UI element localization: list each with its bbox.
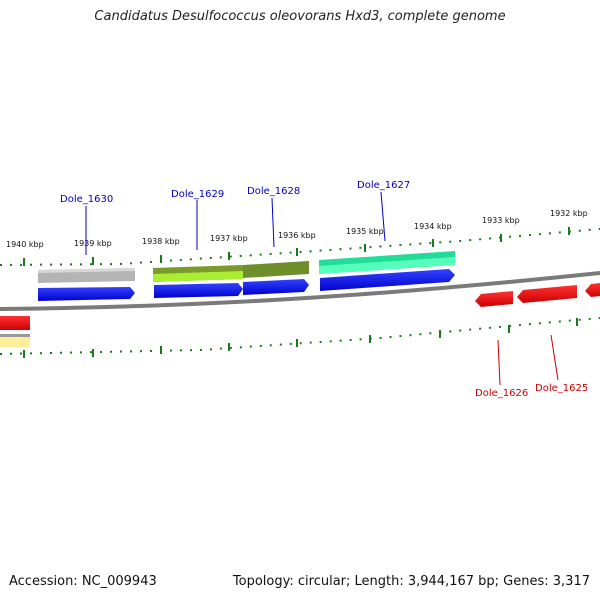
kbp-label: 1940 kbp — [6, 240, 44, 249]
major-ticks-upper — [23, 227, 570, 266]
kbp-label: 1937 kbp — [210, 234, 248, 243]
kbp-label: 1939 kbp — [74, 239, 112, 248]
kbp-label: 1932 kbp — [550, 209, 588, 218]
reverse-tick-track — [0, 317, 600, 355]
forward-genes — [38, 269, 455, 301]
gene-arrow-dole-1629[interactable] — [154, 283, 243, 298]
gene-label-dole-1629[interactable]: Dole_1629 — [171, 189, 224, 200]
kbp-label: 1938 kbp — [142, 237, 180, 246]
gene-arrow-partial[interactable] — [585, 283, 600, 297]
forward-tick-track — [0, 228, 600, 266]
gene-label-dole-1630[interactable]: Dole_1630 — [60, 194, 113, 205]
gene-label-dole-1628[interactable]: Dole_1628 — [247, 186, 300, 197]
gene-arrow-dole-1630[interactable] — [38, 287, 135, 301]
gene-labels: Dole_1630 Dole_1629 Dole_1628 Dole_1627 … — [60, 180, 588, 399]
gene-arrow-dole-1628[interactable] — [243, 279, 309, 295]
gene-label-dole-1625[interactable]: Dole_1625 — [535, 383, 588, 394]
major-ticks-lower — [23, 318, 578, 358]
genome-summary: Topology: circular; Length: 3,944,167 bp… — [232, 574, 590, 589]
kbp-label: 1934 kbp — [414, 222, 452, 231]
kbp-label: 1935 kbp — [346, 227, 384, 236]
reverse-genes — [475, 283, 600, 307]
genome-title: Candidatus Desulfococcus oleovorans Hxd3… — [94, 9, 506, 24]
accession-label: Accession: NC_009943 — [9, 574, 157, 589]
kbp-labels: 1940 kbp 1939 kbp 1938 kbp 1937 kbp 1936… — [6, 209, 588, 249]
gene-leader-lines — [85, 191, 559, 386]
kbp-label: 1933 kbp — [482, 216, 520, 225]
kbp-label: 1936 kbp — [278, 231, 316, 240]
gene-arrow-dole-1625[interactable] — [517, 285, 577, 303]
feature-blocks-upper — [38, 251, 455, 283]
gene-label-dole-1626[interactable]: Dole_1626 — [475, 388, 528, 399]
gene-arrow-dole-1627[interactable] — [320, 269, 455, 291]
left-partial-features — [0, 316, 30, 347]
gene-label-dole-1627[interactable]: Dole_1627 — [357, 180, 410, 191]
genome-backbone — [0, 271, 600, 311]
gene-arrow-dole-1626[interactable] — [475, 291, 513, 307]
